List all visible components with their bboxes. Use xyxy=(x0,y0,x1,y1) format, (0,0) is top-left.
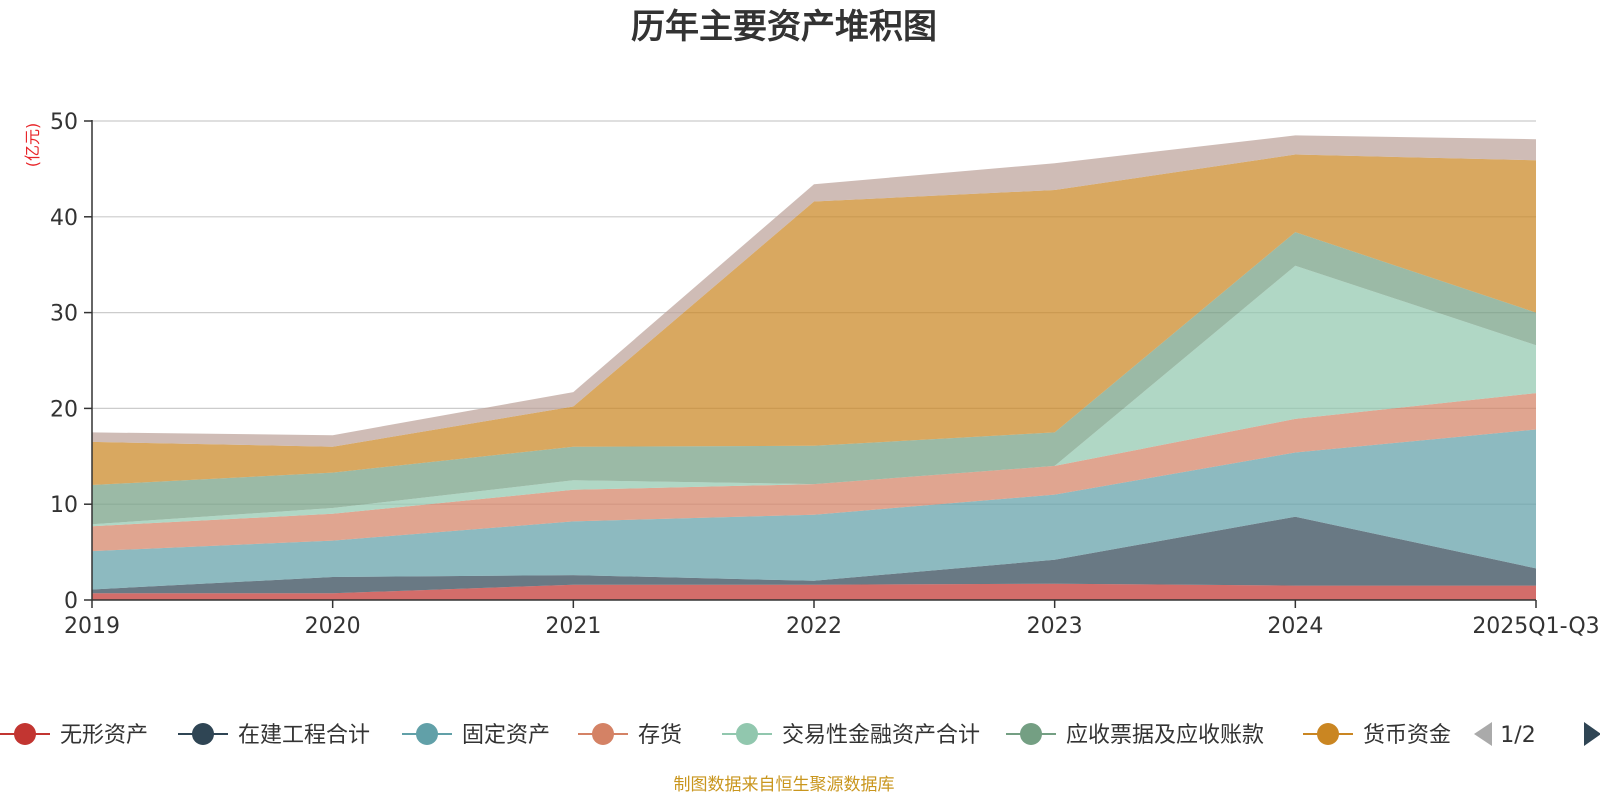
legend-marker-icon xyxy=(192,723,214,745)
x-tick-label: 2025Q1-Q3 xyxy=(1472,614,1599,639)
legend-item[interactable]: 存货 xyxy=(578,723,682,748)
legend: 无形资产 在建工程合计 固定资产 存货 交易性金融资产合计 应收票据及应收账款 货币资金 xyxy=(0,723,1481,748)
x-tick-label: 2019 xyxy=(64,614,120,639)
legend-marker-icon xyxy=(416,723,438,745)
legend-label: 固定资产 xyxy=(462,723,550,748)
legend-marker-icon xyxy=(1317,723,1339,745)
area-无形资产 xyxy=(92,583,1536,600)
legend-item[interactable]: 在建工程合计 xyxy=(178,723,370,748)
chart-title: 历年主要资产堆积图 xyxy=(631,7,937,47)
legend-page-indicator: 1/2 xyxy=(1500,723,1535,748)
area-货币资金 xyxy=(92,154,1536,485)
area-series-group xyxy=(92,135,1536,600)
legend-label: 在建工程合计 xyxy=(238,723,370,748)
y-tick-label: 50 xyxy=(50,110,78,135)
area-在建工程合计 xyxy=(92,516,1536,594)
legend-prev-arrow-icon[interactable] xyxy=(1474,722,1492,746)
x-tick-label: 2023 xyxy=(1027,614,1083,639)
x-tick-label: 2021 xyxy=(545,614,601,639)
area-其他 xyxy=(92,135,1536,447)
y-tick-label: 0 xyxy=(64,589,78,614)
x-tick-label: 2022 xyxy=(786,614,842,639)
y-tick-label: 10 xyxy=(50,493,78,518)
y-tick-label: 30 xyxy=(50,302,78,327)
legend-label: 货币资金 xyxy=(1363,723,1451,748)
legend-item[interactable]: 固定资产 xyxy=(402,723,550,748)
legend-pager[interactable]: 1/2 xyxy=(1474,722,1600,748)
area-应收票据及应收账款 xyxy=(92,232,1536,525)
y-tick-label: 40 xyxy=(50,206,78,231)
legend-label: 存货 xyxy=(638,723,682,748)
legend-item[interactable]: 交易性金融资产合计 xyxy=(722,723,980,748)
legend-label: 交易性金融资产合计 xyxy=(782,723,980,748)
legend-label: 应收票据及应收账款 xyxy=(1066,723,1264,748)
legend-marker-icon xyxy=(1020,723,1042,745)
legend-next-arrow-icon[interactable] xyxy=(1584,722,1600,746)
legend-label: 无形资产 xyxy=(60,723,148,748)
axes: 0 10 20 30 40 50 2019 2020 2021 2022 2023 2024 2025Q… xyxy=(50,110,1600,639)
legend-marker-icon xyxy=(14,723,36,745)
y-axis-label: (亿元) xyxy=(23,123,42,168)
y-tick-label: 20 xyxy=(50,397,78,422)
legend-marker-icon xyxy=(736,723,758,745)
legend-item[interactable]: 货币资金 xyxy=(1303,723,1451,748)
legend-marker-icon xyxy=(592,723,614,745)
legend-item[interactable]: 无形资产 xyxy=(0,723,148,748)
x-tick-label: 2024 xyxy=(1267,614,1323,639)
area-交易性金融资产合计 xyxy=(92,265,1536,527)
legend-item[interactable]: 应收票据及应收账款 xyxy=(1006,723,1264,748)
area-固定资产 xyxy=(92,429,1536,590)
source-note: 制图数据来自恒生聚源数据库 xyxy=(674,775,895,795)
x-tick-label: 2020 xyxy=(305,614,361,639)
area-存货 xyxy=(92,393,1536,552)
